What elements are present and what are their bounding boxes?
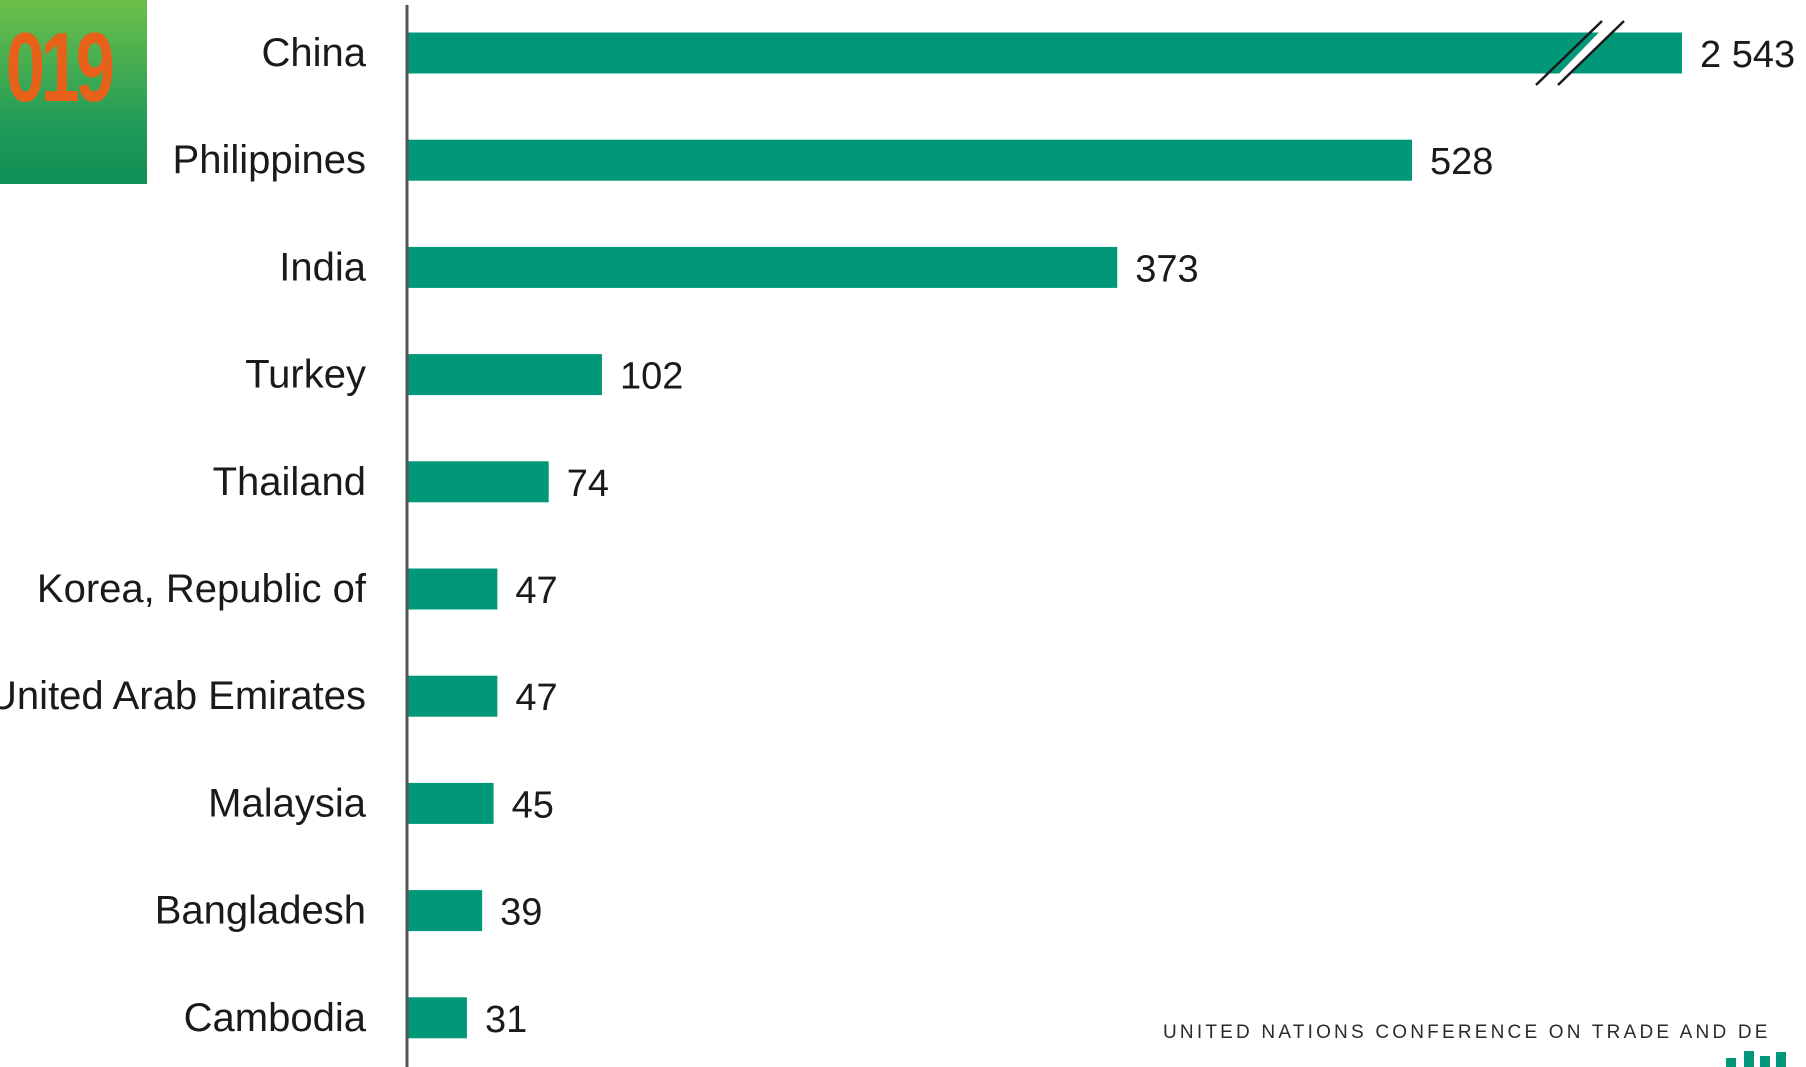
value-label: 31 [485, 999, 527, 1041]
bar-china [408, 32, 1682, 74]
value-label: 2 543 [1700, 34, 1795, 76]
category-label: Korea, Republic of [37, 567, 367, 611]
category-label: United Arab Emirates [0, 674, 366, 718]
bar-india [408, 246, 1118, 288]
bar-united-arab-emirates [408, 675, 498, 717]
category-label: Turkey [245, 353, 366, 397]
value-label: 102 [620, 356, 683, 398]
unctad-logo [1726, 1048, 1806, 1067]
category-label: China [261, 31, 366, 75]
value-label: 528 [1430, 141, 1493, 183]
year-badge-text: 019 [6, 12, 115, 122]
bar-thailand [408, 461, 549, 503]
value-label: 47 [515, 677, 557, 719]
bar-cambodia [408, 997, 467, 1039]
axis-break-mark-1 [1535, 20, 1603, 86]
category-label: Cambodia [184, 996, 367, 1040]
category-label: Philippines [173, 138, 366, 182]
category-label: Bangladesh [155, 889, 366, 933]
category-label: Thailand [213, 460, 366, 504]
value-label: 373 [1135, 248, 1198, 290]
value-label: 45 [512, 784, 554, 826]
footer-organization-text: UNITED NATIONS CONFERENCE ON TRADE AND D… [1163, 1022, 1771, 1043]
value-label: 74 [567, 463, 609, 505]
axis-break-gap [1548, 21, 1622, 85]
bar-turkey [408, 354, 602, 396]
category-label: India [279, 245, 366, 289]
bar-philippines [408, 139, 1412, 181]
year-badge: 019 [0, 0, 147, 184]
bar-bangladesh [408, 890, 483, 932]
category-label: Malaysia [208, 781, 367, 825]
axis-break-mark-2 [1557, 20, 1625, 86]
bar-korea-republic-of [408, 568, 498, 610]
bar-malaysia [408, 782, 494, 824]
value-label: 47 [515, 570, 557, 612]
value-label: 39 [500, 892, 542, 934]
